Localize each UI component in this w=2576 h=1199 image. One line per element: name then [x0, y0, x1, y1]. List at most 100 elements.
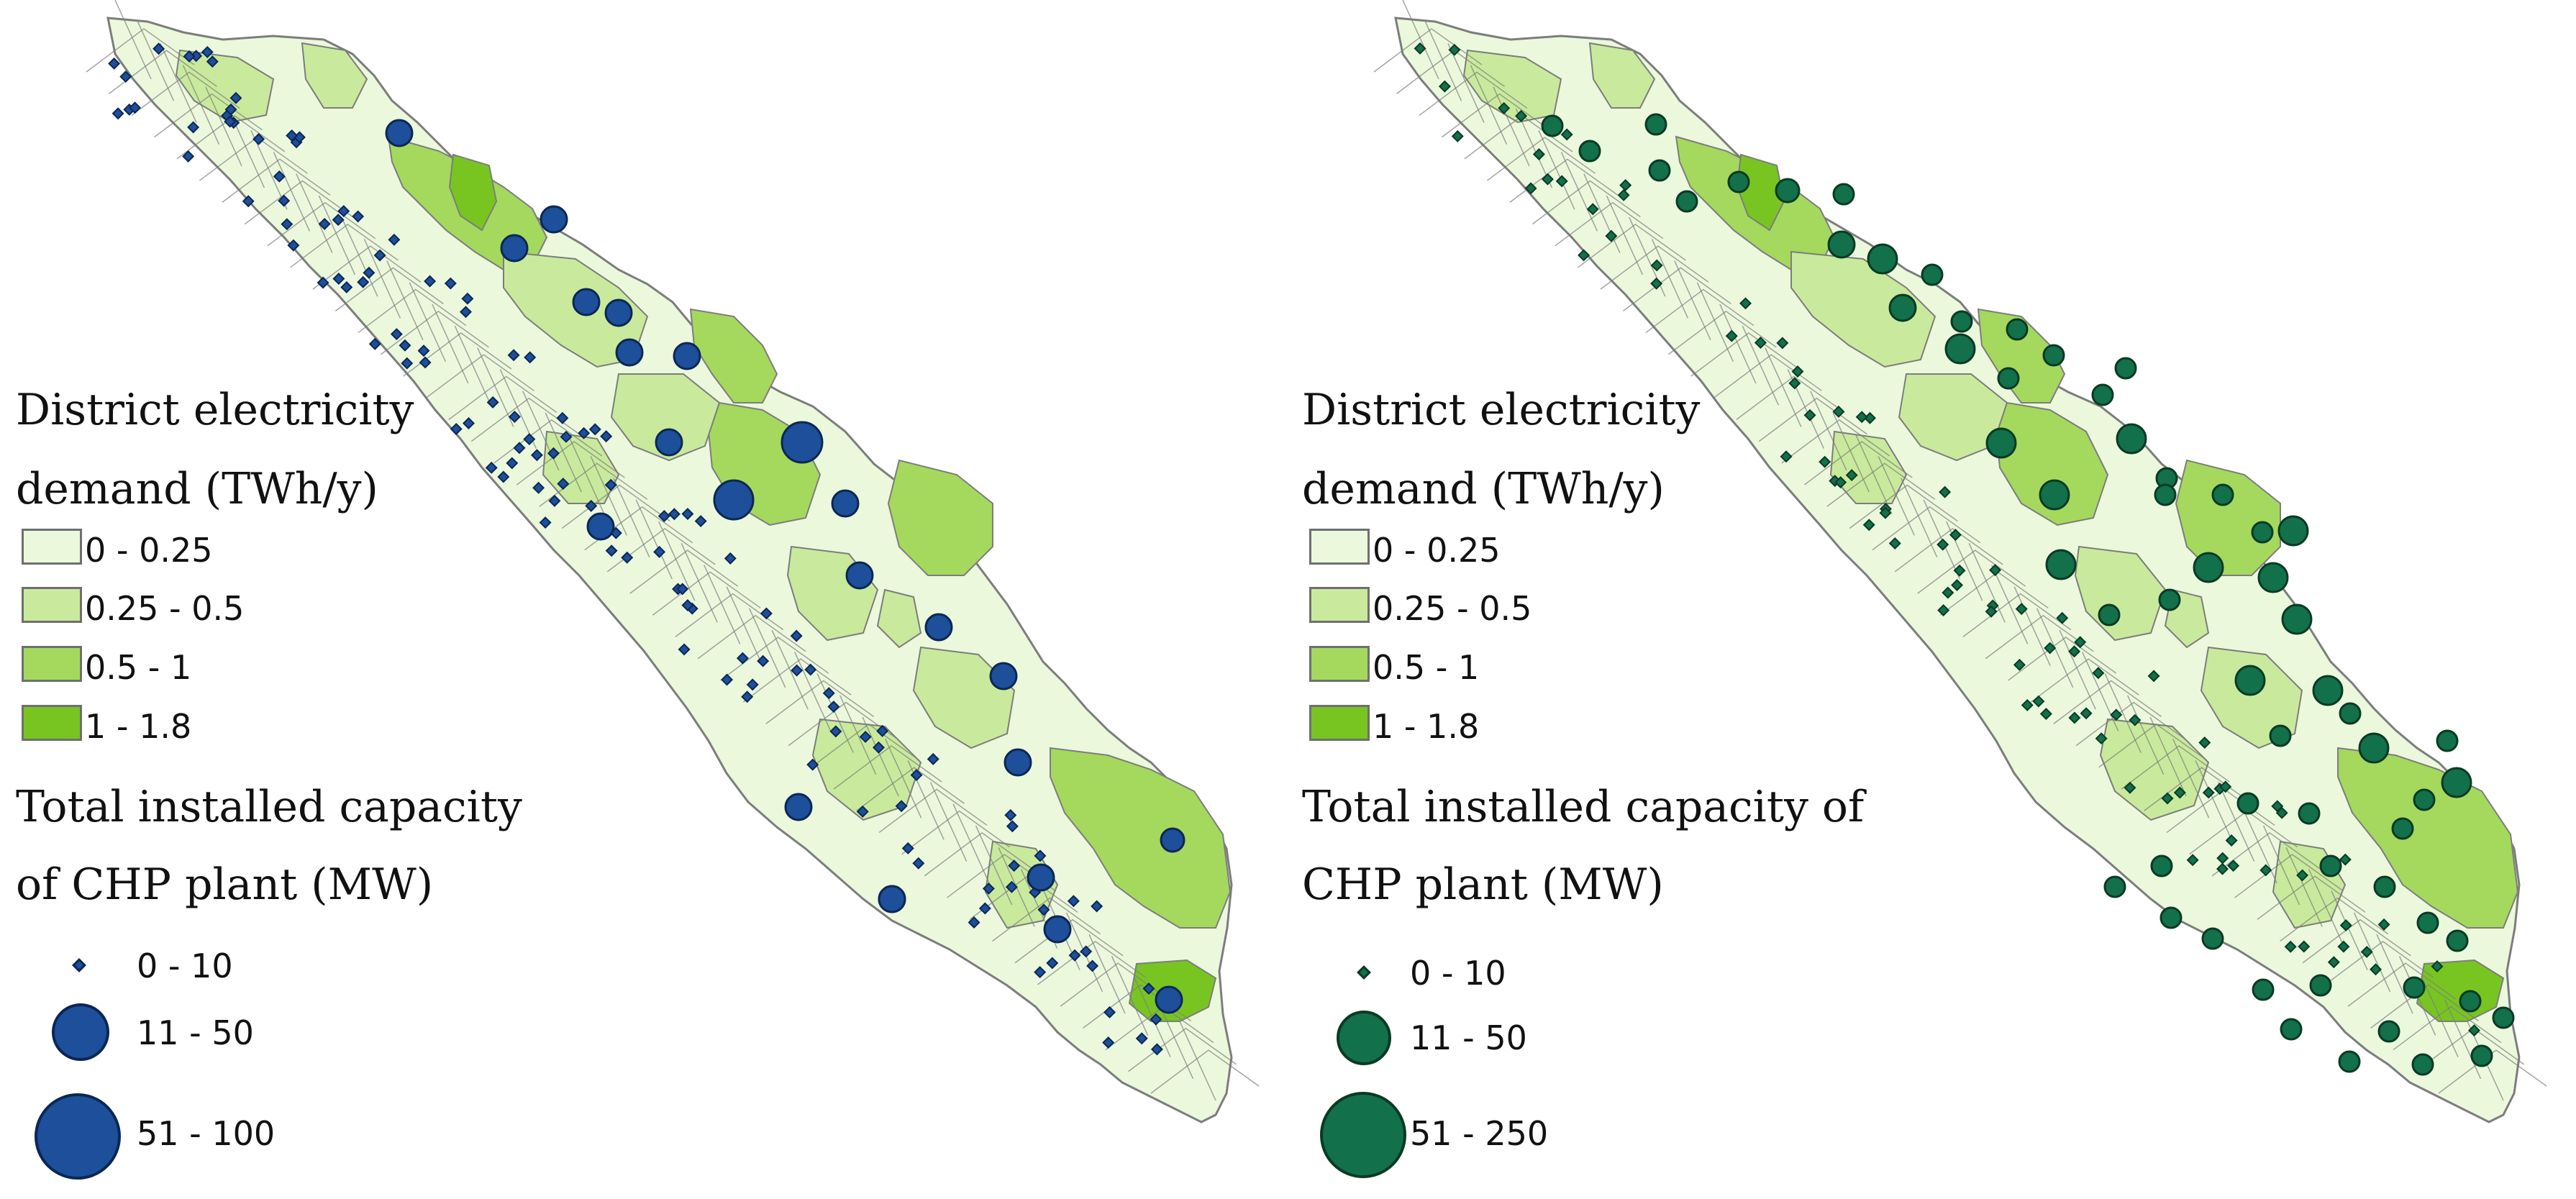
district-border — [878, 788, 988, 834]
chp-marker-small — [2147, 670, 2160, 683]
chp-marker — [2150, 854, 2173, 877]
chp-marker-small — [2095, 732, 2108, 745]
chp-marker — [2446, 929, 2469, 952]
capacity-label-2: 51 - 100 — [137, 1114, 276, 1153]
district-border — [1667, 310, 1777, 355]
chp-marker — [1578, 140, 1601, 163]
chp-marker — [713, 479, 755, 521]
chp-marker-small — [462, 417, 475, 430]
chp-marker-small — [2068, 645, 2081, 658]
chp-marker-small — [1985, 605, 1998, 618]
chp-marker-small — [681, 599, 694, 611]
district-border — [131, 71, 240, 117]
district-border — [2370, 984, 2479, 1029]
chp-marker-small — [390, 328, 403, 341]
district-border — [1645, 288, 1754, 334]
chp-marker-small — [653, 545, 666, 558]
capacity-large-marker — [35, 1093, 121, 1180]
chp-marker-small — [1942, 586, 1954, 599]
chp-marker-small — [363, 266, 376, 279]
chp-marker — [2441, 767, 2472, 798]
chp-marker-small — [523, 433, 536, 446]
chp-marker-small — [2360, 945, 2373, 958]
chp-marker-small — [2044, 642, 2057, 655]
chp-marker-small — [1788, 377, 1801, 390]
chp-marker-small — [129, 101, 142, 114]
district-region — [610, 373, 721, 462]
district-border — [2075, 701, 2185, 747]
chp-marker-small — [2339, 919, 2352, 931]
chp-marker-small — [557, 478, 570, 491]
chp-marker — [1985, 427, 2017, 459]
district-border — [1690, 332, 1800, 377]
chp-marker-small — [417, 345, 430, 357]
chp-marker-small — [508, 411, 521, 424]
chp-marker-small — [2467, 1024, 2480, 1037]
chp-marker — [2339, 702, 2362, 725]
demand-swatch-2 — [22, 646, 82, 682]
chp-marker-small — [278, 194, 291, 207]
chp-marker-small — [1005, 880, 1018, 893]
district-border — [380, 310, 489, 355]
chp-marker-small — [2080, 707, 2093, 720]
chp-marker — [385, 119, 414, 147]
chp-marker-small — [2161, 792, 2174, 805]
district-border — [1037, 941, 1146, 985]
district-border — [289, 223, 399, 268]
chp-marker — [2116, 423, 2147, 455]
capacity-legend-title-line2: CHP plant (MW) — [1302, 860, 1664, 910]
capacity-medium-marker — [52, 1003, 109, 1061]
chp-marker — [2201, 927, 2224, 950]
chp-marker-small — [2431, 960, 2444, 973]
chp-marker-small — [2225, 834, 2238, 847]
chp-marker — [2252, 978, 2275, 1001]
chp-marker — [1921, 263, 1944, 286]
district-border — [1849, 484, 1958, 529]
district-border — [2393, 1006, 2502, 1051]
chp-marker-small — [507, 349, 520, 362]
chp-marker-small — [2216, 862, 2229, 875]
chp-marker-small — [1578, 249, 1590, 262]
chp-marker-small — [2068, 711, 2081, 724]
chp-marker — [2411, 1053, 2434, 1076]
chp-marker-small — [912, 857, 925, 870]
chp-marker-small — [760, 607, 773, 620]
chp-marker-small — [1949, 529, 1962, 542]
demand-swatch-0 — [1309, 529, 1370, 565]
chp-marker-small — [2013, 658, 2026, 671]
district-region — [1898, 373, 2008, 462]
chp-marker-small — [444, 277, 457, 290]
district-border — [856, 767, 965, 811]
capacity-label-1: 11 - 50 — [1410, 1018, 1527, 1057]
chp-marker-small — [982, 882, 995, 895]
chp-marker — [1160, 827, 1185, 853]
chp-marker — [1648, 159, 1671, 182]
district-region — [2175, 459, 2281, 576]
chp-marker-small — [1754, 336, 1767, 349]
chp-marker — [845, 561, 874, 590]
chp-marker-small — [229, 91, 242, 104]
demand-swatch-0 — [22, 529, 82, 565]
chp-marker-small — [399, 339, 411, 352]
chp-marker — [586, 512, 615, 541]
district-border — [1555, 201, 1664, 247]
chp-marker-small — [676, 583, 689, 596]
chp-marker-small — [108, 57, 121, 70]
district-region — [876, 588, 922, 649]
demand-label-3: 1 - 1.8 — [85, 707, 192, 746]
chp-marker-small — [1803, 409, 1816, 421]
demand-label-3: 1 - 1.8 — [1373, 707, 1480, 746]
chp-marker — [2193, 552, 2224, 583]
demand-label-1: 0.25 - 0.5 — [85, 589, 245, 628]
chp-marker-small — [1617, 188, 1630, 201]
chp-marker — [2251, 521, 2274, 544]
demand-swatch-3 — [1309, 705, 1370, 741]
chp-marker — [2413, 788, 2436, 811]
chp-marker — [2377, 1020, 2400, 1043]
district-boundaries — [1373, 0, 2547, 1101]
chp-marker — [2358, 732, 2390, 764]
chp-marker-small — [790, 629, 803, 642]
chp-marker-small — [119, 70, 132, 83]
district-border — [1894, 527, 2003, 573]
district-border — [2302, 918, 2411, 964]
